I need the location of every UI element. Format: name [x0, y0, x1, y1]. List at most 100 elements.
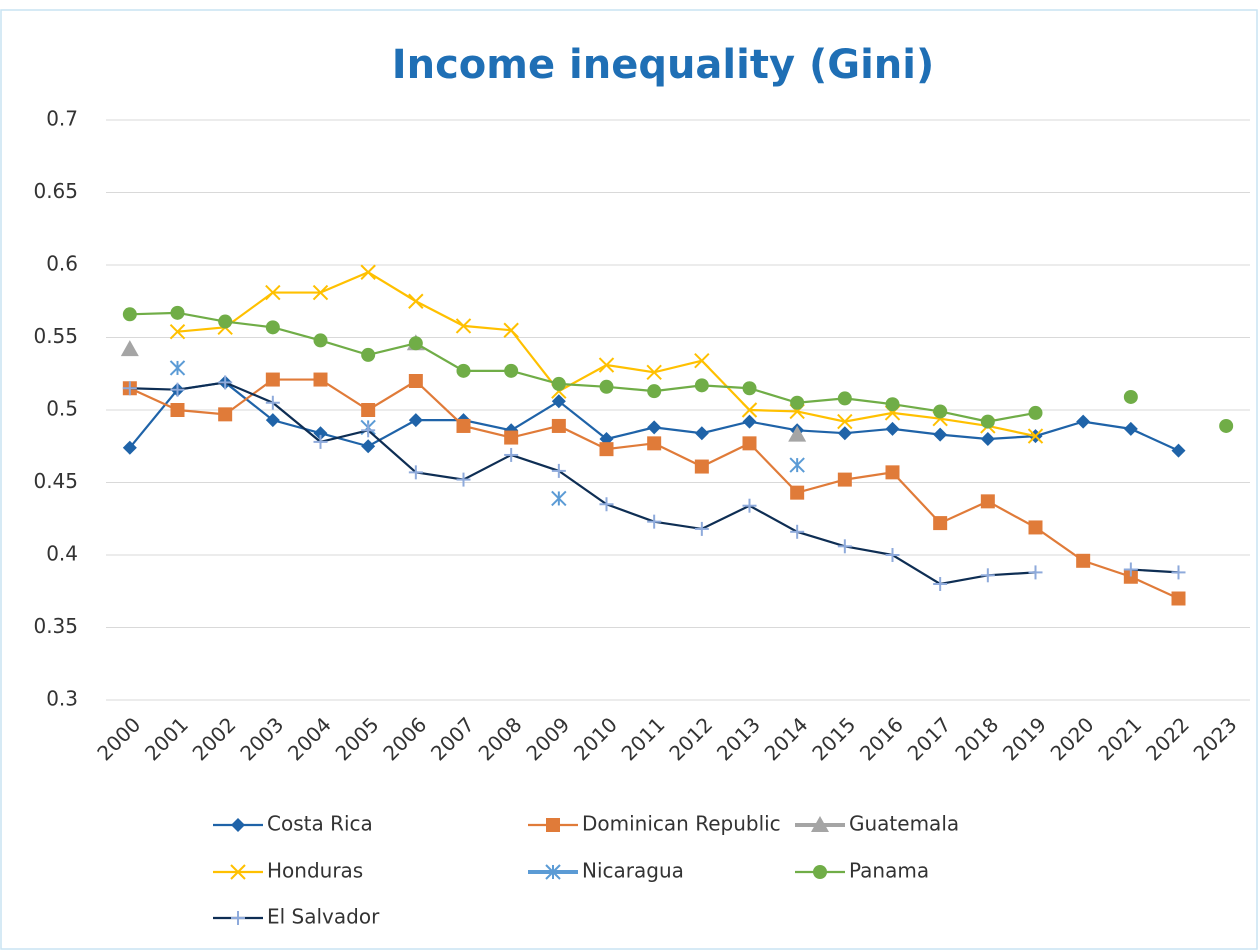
- marker-shape: [1076, 414, 1091, 429]
- data-point: [361, 439, 376, 454]
- data-point: [265, 284, 281, 301]
- marker-shape: [813, 865, 827, 879]
- y-tick-label: 0.55: [33, 324, 78, 348]
- marker-shape: [265, 372, 280, 387]
- marker-shape: [504, 363, 519, 378]
- data-point: [122, 440, 137, 455]
- data-point: [408, 336, 423, 351]
- marker-shape: [980, 432, 995, 446]
- data-point: [169, 360, 186, 376]
- data-point: [694, 378, 709, 393]
- data-point: [1171, 591, 1186, 606]
- marker-shape: [647, 436, 662, 451]
- marker-shape: [361, 347, 376, 362]
- marker-shape: [170, 403, 185, 417]
- marker-shape: [122, 307, 137, 322]
- data-point: [265, 395, 280, 410]
- data-point: [218, 407, 233, 422]
- legend-label: Dominican Republic: [582, 812, 781, 836]
- data-point: [980, 494, 995, 509]
- marker-shape: [265, 284, 281, 301]
- data-point: [218, 375, 233, 390]
- data-point: [647, 436, 662, 451]
- marker-shape: [218, 407, 233, 422]
- marker-shape: [1076, 553, 1091, 568]
- marker-shape: [1028, 520, 1043, 535]
- marker-shape: [598, 357, 615, 373]
- data-point: [456, 363, 471, 378]
- legend-marker: [811, 816, 829, 832]
- data-point: [170, 403, 185, 417]
- series-line: [129, 381, 1036, 586]
- marker-shape: [646, 364, 662, 381]
- data-point: [551, 376, 566, 391]
- legend-marker: [545, 864, 561, 880]
- data-point: [1123, 421, 1138, 436]
- data-point: [788, 425, 807, 442]
- data-point: [741, 402, 758, 418]
- data-point: [361, 347, 376, 362]
- marker-shape: [885, 397, 900, 412]
- marker-shape: [811, 816, 829, 832]
- legend-label: Costa Rica: [267, 812, 373, 836]
- marker-shape: [741, 402, 758, 418]
- y-tick-label: 0.7: [46, 107, 78, 131]
- chart-frame: [0, 9, 1258, 950]
- marker-shape: [647, 384, 662, 399]
- data-point: [837, 472, 852, 487]
- data-point: [647, 514, 662, 529]
- data-point: [313, 434, 328, 449]
- legend-marker: [813, 865, 827, 879]
- marker-shape: [551, 394, 566, 409]
- data-point: [1171, 565, 1186, 580]
- marker-shape: [313, 426, 328, 441]
- data-point: [170, 305, 185, 320]
- data-point: [313, 372, 328, 387]
- marker-shape: [231, 818, 245, 832]
- marker-shape: [599, 379, 614, 394]
- data-point: [170, 382, 185, 397]
- marker-shape: [599, 442, 614, 457]
- marker-shape: [885, 421, 900, 436]
- data-point: [1123, 569, 1138, 584]
- data-point: [504, 363, 519, 378]
- y-tick-label: 0.5: [46, 397, 78, 421]
- marker-shape: [122, 440, 137, 455]
- data-point: [1076, 414, 1091, 429]
- data-point: [694, 521, 709, 536]
- marker-shape: [694, 459, 709, 474]
- data-point: [933, 404, 948, 419]
- data-point: [120, 340, 139, 357]
- data-point: [551, 394, 566, 409]
- marker-shape: [837, 413, 853, 430]
- marker-shape: [980, 494, 995, 509]
- data-point: [885, 465, 900, 480]
- data-point: [885, 397, 900, 412]
- marker-shape: [169, 323, 186, 340]
- data-point: [1028, 520, 1043, 535]
- data-point: [551, 490, 567, 507]
- marker-shape: [885, 465, 900, 480]
- marker-shape: [1027, 428, 1044, 444]
- data-point: [598, 357, 615, 373]
- data-point: [646, 364, 662, 381]
- data-point: [265, 413, 280, 428]
- legend-marker: [231, 818, 245, 832]
- data-point: [647, 384, 662, 399]
- marker-shape: [230, 864, 246, 880]
- marker-shape: [1123, 421, 1138, 436]
- marker-shape: [837, 391, 852, 406]
- marker-shape: [837, 472, 852, 487]
- marker-shape: [312, 284, 329, 301]
- marker-shape: [933, 404, 948, 419]
- marker-shape: [456, 363, 471, 378]
- data-point: [885, 421, 900, 436]
- marker-shape: [551, 376, 566, 391]
- marker-shape: [408, 336, 423, 351]
- series-line: [1130, 568, 1179, 574]
- y-tick-label: 0.45: [33, 469, 78, 493]
- data-point: [694, 352, 710, 369]
- marker-shape: [408, 293, 424, 309]
- marker-shape: [503, 322, 519, 338]
